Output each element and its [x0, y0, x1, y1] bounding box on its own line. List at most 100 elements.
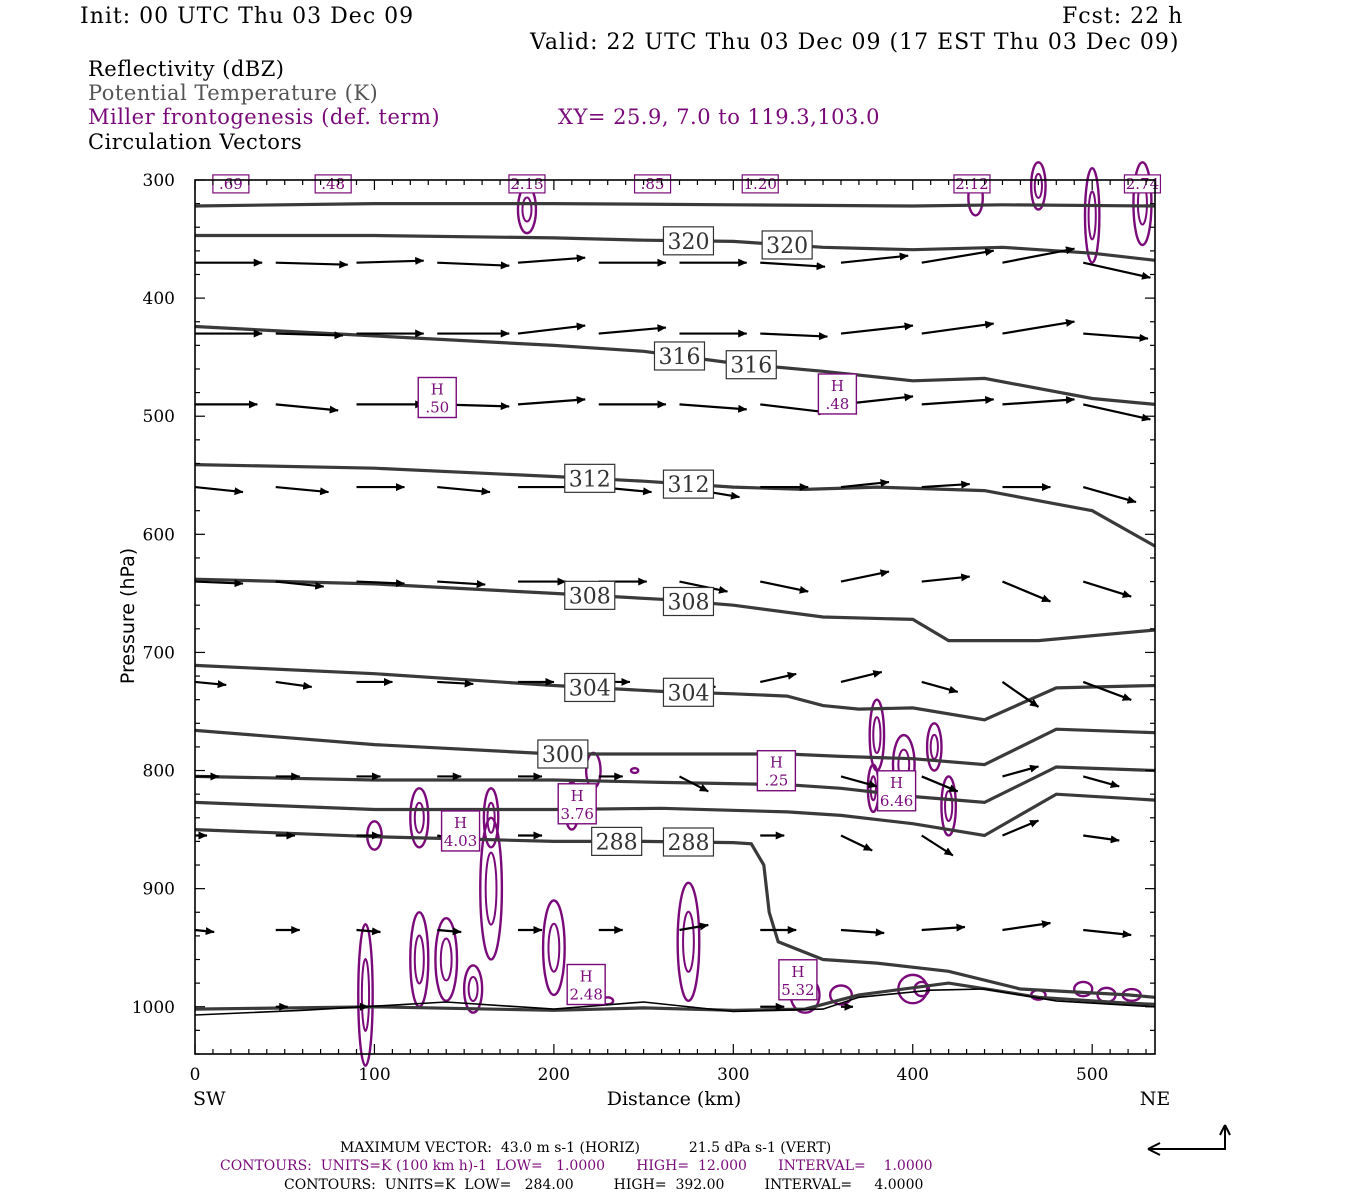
circulation-vector — [275, 331, 344, 340]
circulation-vector — [1002, 920, 1051, 932]
circulation-vector — [921, 396, 995, 406]
circulation-vector — [921, 775, 959, 793]
circulation-vector — [1002, 764, 1039, 778]
y-tick-label: 400 — [143, 289, 175, 309]
fronto-contour — [929, 733, 939, 760]
frontogenesis-contours — [357, 161, 1153, 1067]
circulation-vector — [275, 260, 349, 269]
isentrope-304 — [194, 663, 1156, 722]
circulation-vector — [760, 332, 828, 341]
fronto-contour — [872, 716, 882, 755]
circulation-vector — [921, 680, 959, 694]
isentrope-label: 308 — [667, 590, 709, 615]
fronto-value-label: .48 — [321, 175, 345, 193]
fronto-contour — [409, 787, 430, 849]
high-marker-value: 4.03 — [444, 832, 477, 850]
circulation-vector — [921, 834, 954, 857]
high-marker-box — [417, 376, 457, 419]
y-tick-label: 500 — [143, 407, 175, 427]
fronto-contour — [413, 801, 425, 834]
x-tick-label: 300 — [717, 1065, 749, 1085]
y-tick-label: 1000 — [132, 998, 175, 1018]
isentrope-label: 312 — [667, 473, 709, 498]
isentrope-label-box — [662, 469, 715, 499]
isentrope-288 — [194, 828, 1156, 999]
fronto-contour — [479, 816, 504, 961]
circulation-vector — [275, 403, 339, 414]
isentrope-label-box — [725, 350, 777, 380]
circulation-vector — [437, 485, 491, 496]
reference-vector — [1147, 1124, 1231, 1156]
isentrope-label: 304 — [667, 681, 709, 706]
circulation-vector — [921, 248, 995, 264]
fronto-contour — [541, 899, 566, 997]
fronto-contour — [547, 922, 561, 973]
circulation-vector — [1001, 681, 1040, 708]
plot-frame — [194, 179, 1156, 1055]
circulation-vector — [840, 252, 909, 264]
isentrope-label: 320 — [766, 234, 808, 259]
circulation-vector — [598, 324, 667, 335]
fronto-contour — [360, 957, 371, 1032]
fronto-value-label: 2.13 — [510, 175, 543, 193]
x-tick-label: 0 — [190, 1065, 201, 1085]
isentrope-label: 304 — [569, 676, 611, 701]
legend-reflectivity: Reflectivity (dBZ) — [88, 57, 285, 81]
isentrope-label: 288 — [667, 831, 709, 856]
isentrope-296 — [194, 765, 1156, 805]
circulation-vector — [760, 403, 828, 416]
legend-theta: Potential Temperature (K) — [88, 81, 379, 105]
high-marker-value: 5.32 — [781, 981, 814, 999]
isentrope-label-box — [662, 827, 715, 857]
legend-vectors: Circulation Vectors — [88, 130, 303, 154]
high-marker-box — [566, 963, 606, 1006]
isentrope-label: 316 — [730, 354, 772, 379]
isentrope-308 — [194, 577, 1156, 643]
x-axis-start-label: SW — [193, 1088, 226, 1110]
circulation-vector — [840, 569, 890, 583]
circulation-vector — [356, 927, 381, 936]
high-marker-value: .50 — [425, 399, 449, 417]
high-marker-letter: H — [770, 754, 783, 772]
y-tick-label: 800 — [143, 762, 175, 782]
surface-line — [194, 988, 1156, 1016]
high-marker-box — [440, 810, 481, 852]
high-marker-box — [817, 373, 858, 415]
high-marker-box — [756, 750, 797, 792]
circulation-vector — [1082, 680, 1132, 701]
isentrope-label-box — [564, 672, 616, 703]
circulation-vector — [840, 775, 878, 789]
circulation-vector — [1002, 318, 1075, 335]
y-tick-label: 700 — [143, 643, 175, 663]
high-marker-letter: H — [890, 774, 903, 792]
isentrope-label: 308 — [569, 584, 611, 609]
circulation-vector — [1082, 486, 1137, 504]
circulation-vector — [356, 579, 405, 588]
surface-pressure-line — [194, 988, 1156, 1016]
high-marker-box — [876, 770, 917, 812]
circulation-vector — [194, 927, 215, 936]
fronto-contour — [486, 801, 496, 834]
axes: 0 100 200 300 400 500 300 400 500 600 700 800 900 100… — [117, 171, 1170, 1110]
circulation-vector — [517, 396, 586, 406]
x-axis-end-label: NE — [1140, 1088, 1171, 1110]
isentrope-324 — [194, 202, 1156, 208]
high-marker-letter: H — [791, 963, 804, 981]
cross-section-endpoints: XY= 25.9, 7.0 to 119.3,103.0 — [558, 105, 880, 129]
fronto-value-label: .85 — [641, 175, 665, 193]
high-marker-letter: H — [831, 377, 844, 395]
high-marker-letter: H — [454, 814, 467, 832]
fronto-contour — [682, 910, 695, 973]
fronto-value-label: 1.20 — [744, 175, 777, 193]
high-marker-value: 2.48 — [569, 985, 602, 1003]
x-tick-label: 200 — [538, 1065, 570, 1085]
circulation-vector — [760, 261, 826, 271]
x-axis-label: Distance (km) — [607, 1088, 742, 1110]
fronto-contour — [629, 766, 640, 775]
isentrope-label-box — [591, 826, 643, 857]
circulation-vector — [1002, 580, 1051, 603]
circulation-vector — [275, 580, 325, 590]
legend-frontogenesis: Miller frontogenesis (def. term) — [88, 105, 441, 129]
high-marker-value: .48 — [825, 395, 849, 413]
circulation-vector — [840, 834, 873, 852]
